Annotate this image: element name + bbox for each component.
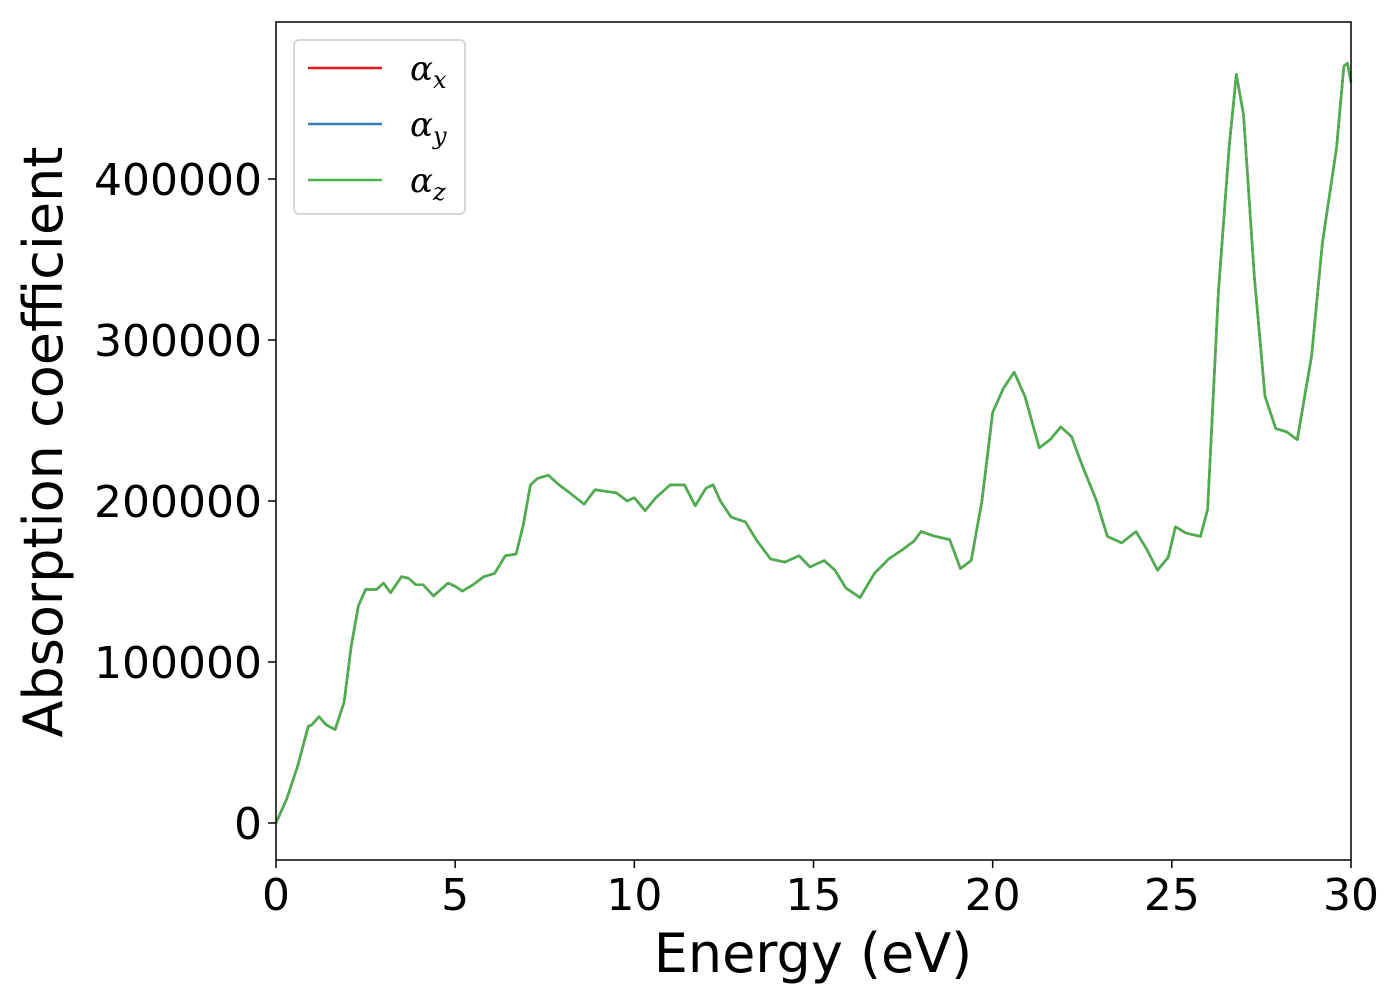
- x-tick-label: 10: [606, 870, 662, 921]
- y-axis-label: Absorption coefficient: [12, 147, 75, 738]
- y-tick-label: 0: [234, 799, 262, 850]
- legend-label: αz: [410, 161, 446, 206]
- x-tick-label: 15: [786, 870, 842, 921]
- legend-label: αy: [410, 105, 447, 150]
- data-line: [274, 61, 1353, 824]
- legend-label: αx: [410, 49, 447, 94]
- x-tick-label: 25: [1144, 870, 1200, 921]
- y-tick-label: 100000: [94, 638, 262, 689]
- y-tick-label: 400000: [94, 155, 262, 206]
- x-tick-label: 30: [1323, 870, 1379, 921]
- x-tick-label: 20: [965, 870, 1021, 921]
- x-axis-label: Energy (eV): [654, 922, 973, 985]
- legend: αx αy αz: [293, 39, 466, 215]
- plot-frame: [275, 21, 1352, 861]
- x-tick-label: 5: [441, 870, 469, 921]
- x-tick-label: 0: [262, 870, 290, 921]
- y-tick-label: 300000: [94, 316, 262, 367]
- y-tick-label: 200000: [94, 477, 262, 528]
- legend-box: [293, 39, 466, 215]
